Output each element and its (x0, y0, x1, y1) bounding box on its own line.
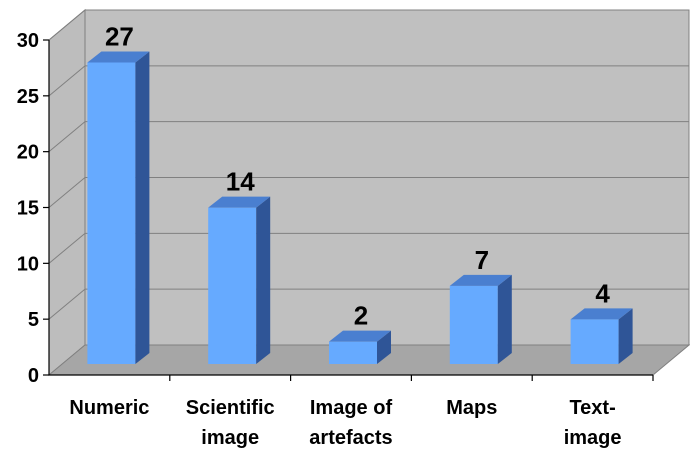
data-label: 14 (226, 167, 255, 197)
category-label: image (201, 427, 259, 449)
bar-front (449, 285, 498, 364)
data-label: 2 (354, 301, 368, 331)
category-label: Text- (569, 397, 615, 419)
bar-side (618, 308, 633, 364)
axes (43, 39, 654, 381)
grid-line (48, 9, 689, 41)
bar-side (256, 196, 271, 364)
bar-top (329, 330, 391, 342)
bar-front (570, 319, 619, 364)
grid-line (48, 121, 689, 153)
bar-side (497, 274, 512, 364)
category-label: Scientific (186, 397, 275, 419)
y-tick-label: 5 (28, 309, 39, 331)
bar-top (208, 196, 271, 208)
y-tick-label: 10 (17, 253, 39, 275)
grid-line (48, 177, 689, 208)
category-label: Maps (446, 397, 497, 419)
y-tick-label: 25 (17, 86, 39, 108)
bar-front (208, 207, 257, 364)
bar-side (135, 51, 150, 364)
category-label: Image of (310, 397, 393, 419)
x-axis-categories: Numeric Scientific image Image of artefacts M… (69, 397, 621, 449)
grid-lines (48, 9, 689, 320)
data-label: 4 (595, 278, 610, 308)
y-tick-label: 30 (17, 30, 39, 52)
bar-top (570, 308, 633, 320)
bar-front (87, 62, 136, 364)
category-label: artefacts (309, 427, 392, 449)
bar-side (377, 330, 391, 364)
bar-top (87, 51, 150, 63)
bars (87, 51, 633, 364)
y-tick-label: 0 (28, 365, 39, 387)
category-label: Numeric (69, 397, 149, 419)
data-label: 7 (475, 245, 489, 275)
y-tick-label: 15 (17, 198, 39, 220)
y-axis-ticks: 0 5 10 15 20 25 30 (17, 30, 39, 387)
grid-line (48, 232, 689, 264)
grid-line (48, 65, 689, 97)
y-tick-label: 20 (17, 142, 39, 164)
bar-front (329, 341, 377, 364)
data-label: 27 (105, 22, 134, 52)
category-label: image (564, 427, 622, 449)
bar-top (449, 274, 512, 286)
